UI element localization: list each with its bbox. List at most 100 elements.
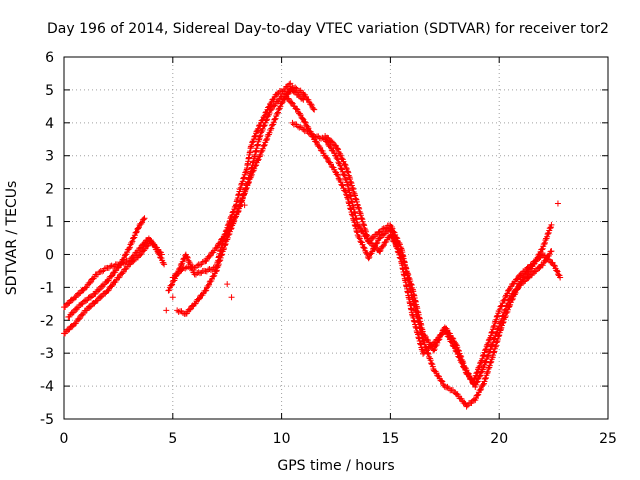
data-point bbox=[544, 231, 551, 238]
data-point bbox=[261, 142, 268, 149]
data-point bbox=[335, 172, 342, 179]
data-point bbox=[483, 358, 490, 365]
data-point bbox=[163, 307, 170, 314]
data-point bbox=[279, 99, 286, 106]
y-tick-label: 1 bbox=[45, 215, 54, 231]
data-point bbox=[241, 202, 248, 209]
data-point bbox=[377, 247, 384, 254]
data-point bbox=[138, 250, 145, 257]
data-point bbox=[458, 353, 465, 360]
data-point bbox=[248, 172, 255, 179]
data-point bbox=[477, 387, 484, 394]
data-point bbox=[548, 221, 555, 228]
series-track-8 bbox=[289, 119, 555, 410]
x-tick-label: 5 bbox=[168, 431, 177, 447]
data-point bbox=[263, 117, 270, 124]
data-point bbox=[242, 169, 249, 176]
x-tick-label: 25 bbox=[599, 431, 617, 447]
data-point bbox=[270, 119, 277, 126]
data-point bbox=[296, 110, 303, 117]
data-point bbox=[369, 235, 376, 242]
data-point bbox=[439, 378, 446, 385]
data-point bbox=[454, 344, 461, 351]
data-point bbox=[121, 255, 128, 262]
data-point bbox=[470, 378, 477, 385]
data-point bbox=[133, 228, 140, 235]
data-point bbox=[474, 369, 481, 376]
data-point bbox=[460, 360, 467, 367]
data-point bbox=[525, 264, 532, 271]
series-scatter-extras bbox=[163, 200, 561, 314]
data-point bbox=[337, 152, 344, 159]
data-point bbox=[196, 295, 203, 302]
data-point bbox=[310, 105, 317, 112]
data-point bbox=[548, 248, 555, 255]
data-point bbox=[95, 287, 102, 294]
data-point bbox=[184, 254, 191, 261]
data-point bbox=[312, 134, 319, 141]
data-point bbox=[337, 162, 344, 169]
data-point bbox=[256, 133, 263, 140]
data-point bbox=[260, 123, 267, 130]
data-point bbox=[249, 139, 256, 146]
data-point bbox=[340, 171, 347, 178]
data-point bbox=[251, 165, 258, 172]
data-point bbox=[205, 282, 212, 289]
data-point bbox=[512, 289, 519, 296]
data-point bbox=[390, 228, 397, 235]
data-point bbox=[479, 353, 486, 360]
data-point bbox=[479, 355, 486, 362]
data-point bbox=[277, 103, 284, 110]
y-tick-label: -3 bbox=[40, 346, 54, 362]
data-point bbox=[257, 151, 264, 158]
data-point bbox=[427, 341, 434, 348]
data-point bbox=[356, 223, 363, 230]
data-point bbox=[553, 267, 560, 274]
data-point bbox=[356, 235, 363, 242]
x-tick-label: 10 bbox=[273, 431, 291, 447]
data-point bbox=[309, 131, 316, 138]
data-point bbox=[217, 239, 224, 246]
data-point bbox=[502, 314, 509, 321]
data-point bbox=[335, 146, 342, 153]
data-point bbox=[245, 179, 252, 186]
data-point bbox=[134, 225, 141, 232]
data-point bbox=[449, 334, 456, 341]
data-point bbox=[287, 80, 294, 87]
data-point bbox=[476, 363, 483, 370]
data-point bbox=[544, 233, 551, 240]
data-point bbox=[239, 194, 246, 201]
data-point bbox=[264, 135, 271, 142]
data-point bbox=[65, 326, 72, 333]
data-point bbox=[254, 127, 261, 134]
data-point bbox=[267, 126, 274, 133]
data-point bbox=[267, 107, 274, 114]
data-point bbox=[268, 106, 275, 113]
data-point bbox=[96, 269, 103, 276]
data-point bbox=[135, 224, 142, 231]
data-point bbox=[150, 240, 157, 247]
data-point bbox=[108, 283, 115, 290]
data-point bbox=[438, 331, 445, 338]
data-point bbox=[87, 303, 94, 310]
data-point bbox=[436, 336, 443, 343]
data-point bbox=[369, 248, 376, 255]
data-point bbox=[169, 281, 176, 288]
data-point bbox=[251, 163, 258, 170]
data-point bbox=[206, 253, 213, 260]
data-point bbox=[264, 116, 271, 123]
data-point bbox=[396, 239, 403, 246]
data-point bbox=[224, 281, 231, 288]
data-point bbox=[472, 395, 479, 402]
data-point bbox=[248, 142, 255, 149]
data-point bbox=[367, 239, 374, 246]
data-point bbox=[126, 244, 133, 251]
data-point bbox=[297, 112, 304, 119]
data-point bbox=[236, 202, 243, 209]
series-track-9 bbox=[322, 132, 564, 387]
data-point bbox=[422, 343, 429, 350]
data-point bbox=[307, 101, 314, 108]
data-point bbox=[372, 243, 379, 250]
data-point bbox=[294, 123, 301, 130]
data-point bbox=[536, 265, 543, 272]
